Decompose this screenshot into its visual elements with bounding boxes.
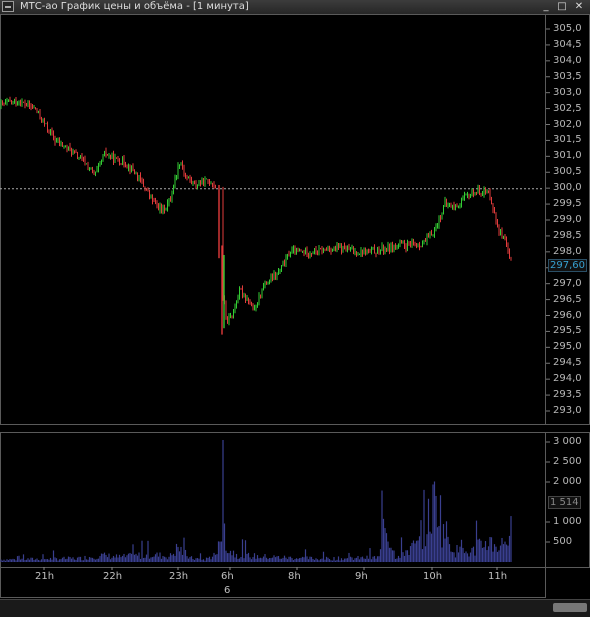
time-tick-label: 6h bbox=[221, 571, 234, 582]
price-tick-label: 298,5 bbox=[553, 229, 582, 241]
price-tick-label: 295,0 bbox=[553, 341, 582, 353]
price-tick-label: 302,5 bbox=[553, 102, 582, 114]
price-tick-label: 293,5 bbox=[553, 389, 582, 401]
price-tick-label: 295,5 bbox=[553, 325, 582, 337]
price-tick-label: 302,0 bbox=[553, 118, 582, 130]
price-tick-label: 298,0 bbox=[553, 245, 582, 257]
price-tick-label: 300,0 bbox=[553, 182, 582, 194]
maximize-button[interactable]: □ bbox=[557, 1, 567, 12]
price-tick-label: 294,0 bbox=[553, 373, 582, 385]
price-tick-label: 297,0 bbox=[553, 277, 582, 289]
scrollbar-thumb[interactable] bbox=[553, 603, 587, 612]
day-label: 6 bbox=[224, 585, 231, 596]
time-tick-label: 10h bbox=[423, 571, 443, 582]
price-tick-label: 296,0 bbox=[553, 309, 582, 321]
time-tick-label: 22h bbox=[103, 571, 123, 582]
time-tick-label: 9h bbox=[355, 571, 368, 582]
price-tick-label: 304,5 bbox=[553, 38, 582, 50]
close-button[interactable]: ✕ bbox=[574, 1, 584, 12]
price-tick-label: 296,5 bbox=[553, 293, 582, 305]
time-tick-label: 8h bbox=[288, 571, 301, 582]
last-volume-label: 1 514 bbox=[548, 496, 581, 509]
window-title: МТС-ао График цены и объёма - [1 минута] bbox=[20, 1, 249, 12]
minimize-button[interactable]: _ bbox=[543, 1, 549, 12]
price-tick-label: 301,0 bbox=[553, 150, 582, 162]
price-tick-label: 293,0 bbox=[553, 405, 582, 416]
price-tick-label: 299,0 bbox=[553, 214, 582, 225]
price-tick-label: 304,0 bbox=[553, 54, 582, 66]
price-tick-label: 300,5 bbox=[553, 166, 582, 178]
price-tick-label: 303,5 bbox=[553, 70, 582, 82]
volume-tick-label: 2 500 bbox=[553, 456, 582, 467]
time-axis-panel bbox=[0, 567, 546, 598]
price-tick-label: 301,5 bbox=[553, 134, 582, 146]
price-tick-label: 299,5 bbox=[553, 198, 582, 210]
volume-tick-label: 2 000 bbox=[553, 476, 582, 487]
horizontal-scrollbar[interactable] bbox=[0, 599, 590, 617]
volume-tick-label: 500 bbox=[553, 536, 573, 547]
time-tick-label: 11h bbox=[488, 571, 508, 582]
time-tick-label: 21h bbox=[35, 571, 55, 582]
last-price-label: 297,60 bbox=[548, 259, 587, 272]
price-tick-label: 305,0 bbox=[553, 23, 582, 34]
time-tick-label: 23h bbox=[169, 571, 189, 582]
price-tick-label: 294,5 bbox=[553, 357, 582, 369]
volume-tick-label: 1 000 bbox=[553, 516, 582, 527]
price-tick-label: 303,0 bbox=[553, 86, 582, 98]
chart-window-icon[interactable] bbox=[2, 1, 14, 12]
volume-tick-label: 3 000 bbox=[553, 436, 582, 447]
